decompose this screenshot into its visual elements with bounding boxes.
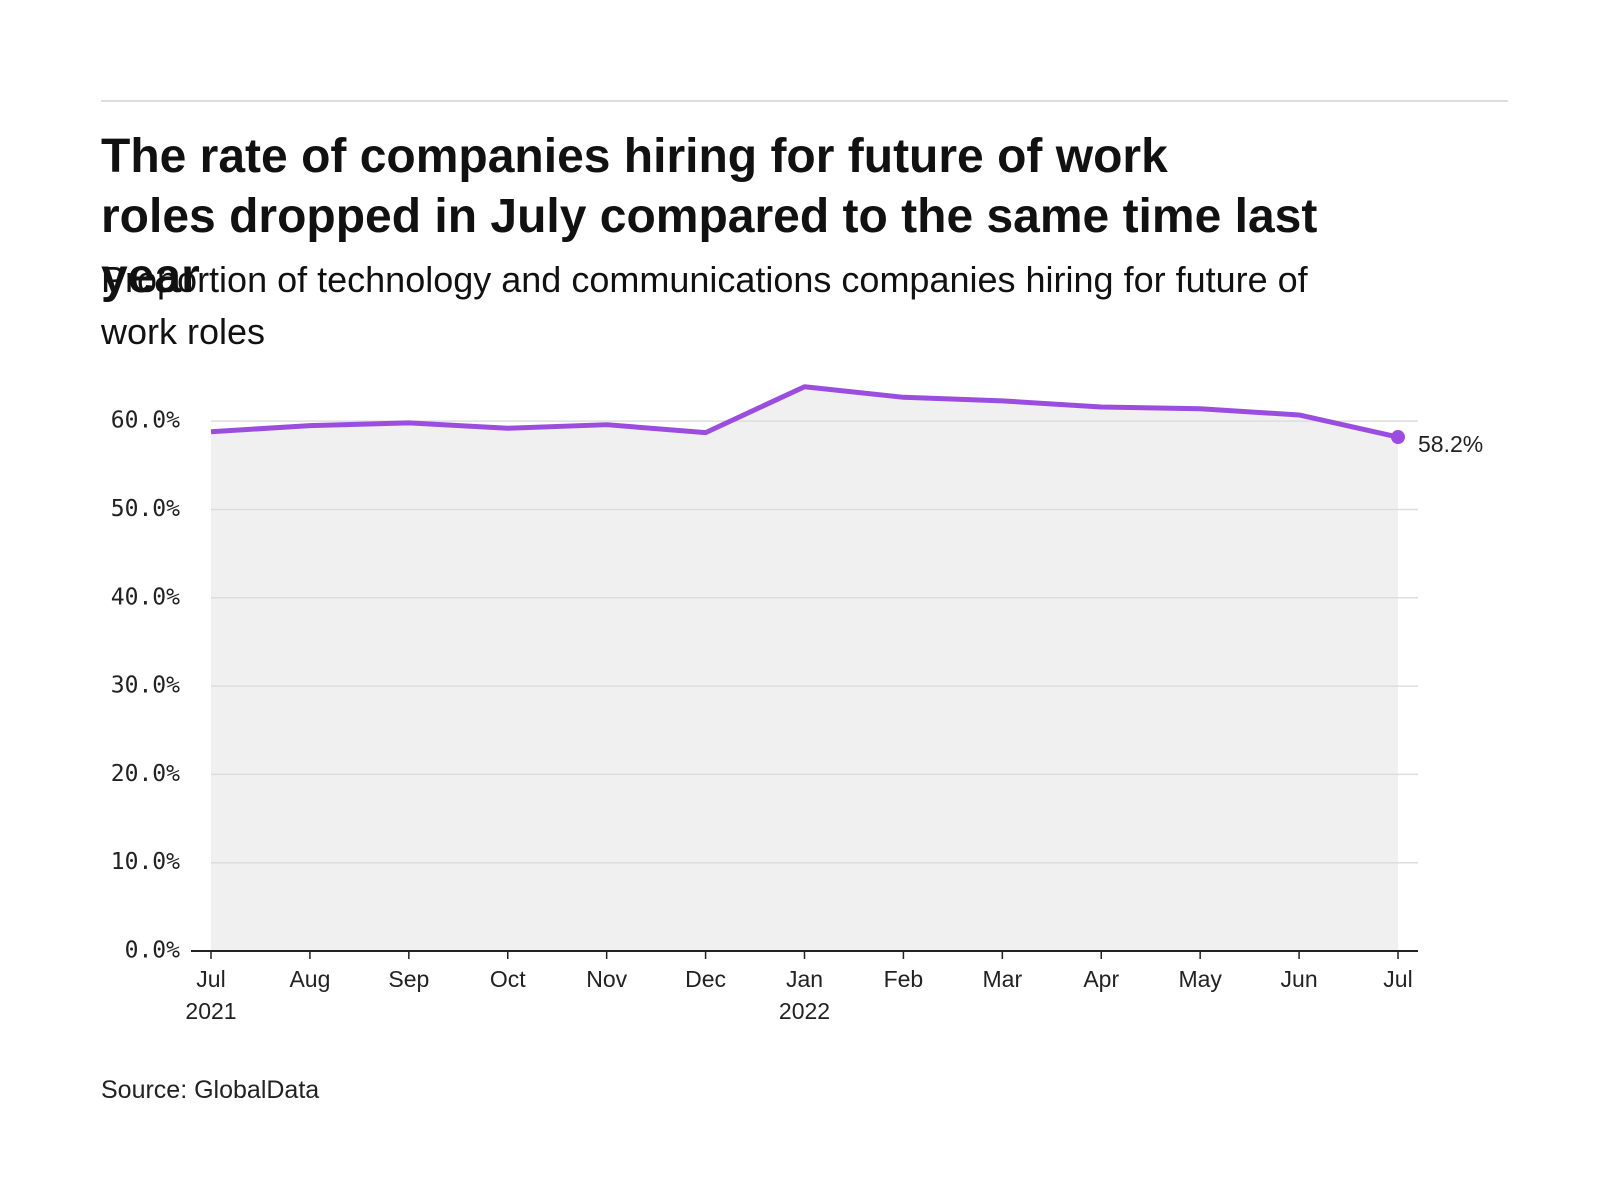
end-point [1391, 430, 1405, 445]
chart-title: The rate of companies hiring for future … [101, 130, 1317, 303]
y-tick-label: 30.0% [111, 673, 180, 699]
x-tick-label: May [1178, 966, 1222, 992]
x-tick-label: Oct [490, 966, 526, 992]
x-tick-label: Jun [1281, 966, 1318, 992]
x-tick-label: Dec [685, 966, 726, 992]
y-tick-label: 50.0% [111, 496, 180, 522]
x-tick-label: Jan 2022 [779, 966, 830, 1024]
x-tick-label: Aug [289, 966, 330, 992]
x-tick-label: Jul 2021 [185, 966, 236, 1024]
area-fill [211, 386, 1398, 951]
y-tick-label: 20.0% [111, 761, 180, 787]
x-tick-label: Apr [1083, 966, 1119, 992]
data-line [210, 384, 1399, 440]
source: Source: GlobalData [101, 1076, 319, 1104]
x-tick-label: Mar [983, 966, 1023, 992]
x-tick-label: Jul [1383, 966, 1412, 992]
y-tick-label: 40.0% [111, 584, 180, 610]
y-tick-label: 10.0% [111, 849, 180, 875]
value-label: 58.2% [1418, 431, 1483, 457]
y-tick-label: 60.0% [111, 408, 180, 434]
x-tick-label: Nov [586, 966, 627, 992]
chart-subtitle: Proportion of technology and communicati… [100, 259, 1309, 352]
y-tick-label: 0.0% [125, 938, 181, 964]
x-tick-label: Feb [884, 966, 924, 992]
x-tick-label: Sep [388, 966, 429, 992]
